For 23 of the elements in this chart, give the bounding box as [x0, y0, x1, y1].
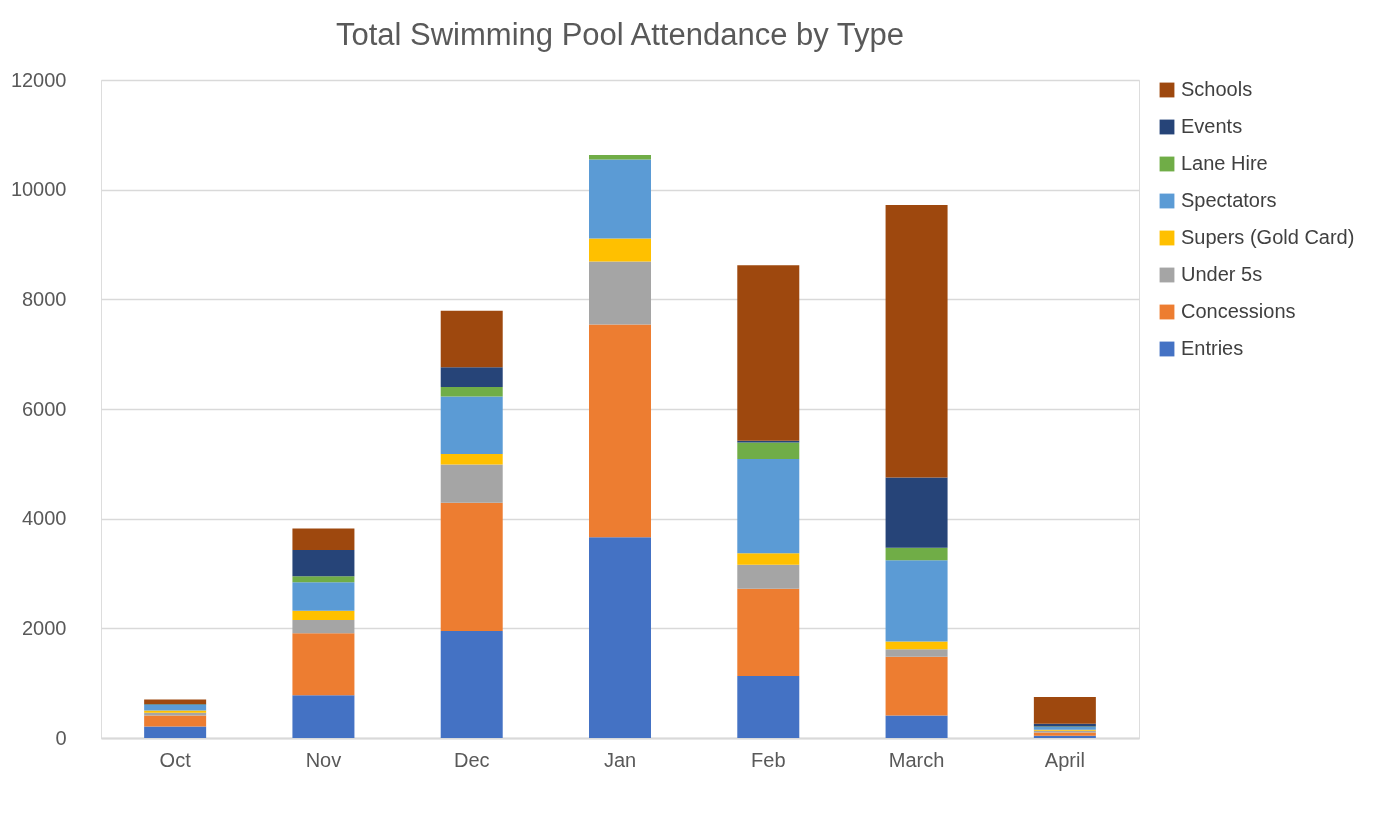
legend-label: Schools	[1181, 78, 1253, 100]
x-tick-label: Feb	[751, 748, 786, 771]
y-tick-label: 0	[55, 726, 67, 749]
x-tick-label: Oct	[159, 748, 192, 771]
legend-label: Under 5s	[1181, 263, 1263, 285]
legend-label: Supers (Gold Card)	[1181, 226, 1355, 248]
x-tick-label: Jan	[603, 748, 637, 771]
x-tick-label: March	[888, 748, 945, 771]
legend-label: Events	[1181, 115, 1243, 137]
legend-label: Lane Hire	[1181, 152, 1268, 174]
chart-title: Total Swimming Pool Attendance by Type	[335, 17, 905, 52]
y-tick-label: 6000	[22, 397, 67, 420]
legend-label: Entries	[1181, 337, 1244, 359]
legend-label: Spectators	[1181, 189, 1277, 211]
x-tick-label: Dec	[453, 748, 490, 771]
y-tick-label: 4000	[22, 507, 67, 530]
y-tick-label: 8000	[22, 287, 67, 310]
y-tick-label: 2000	[22, 616, 67, 639]
y-tick-label: 10000	[10, 178, 67, 201]
x-tick-label: Nov	[305, 748, 342, 771]
x-tick-label: April	[1044, 748, 1085, 771]
legend-label: Concessions	[1181, 300, 1296, 322]
y-tick-label: 12000	[10, 68, 67, 91]
